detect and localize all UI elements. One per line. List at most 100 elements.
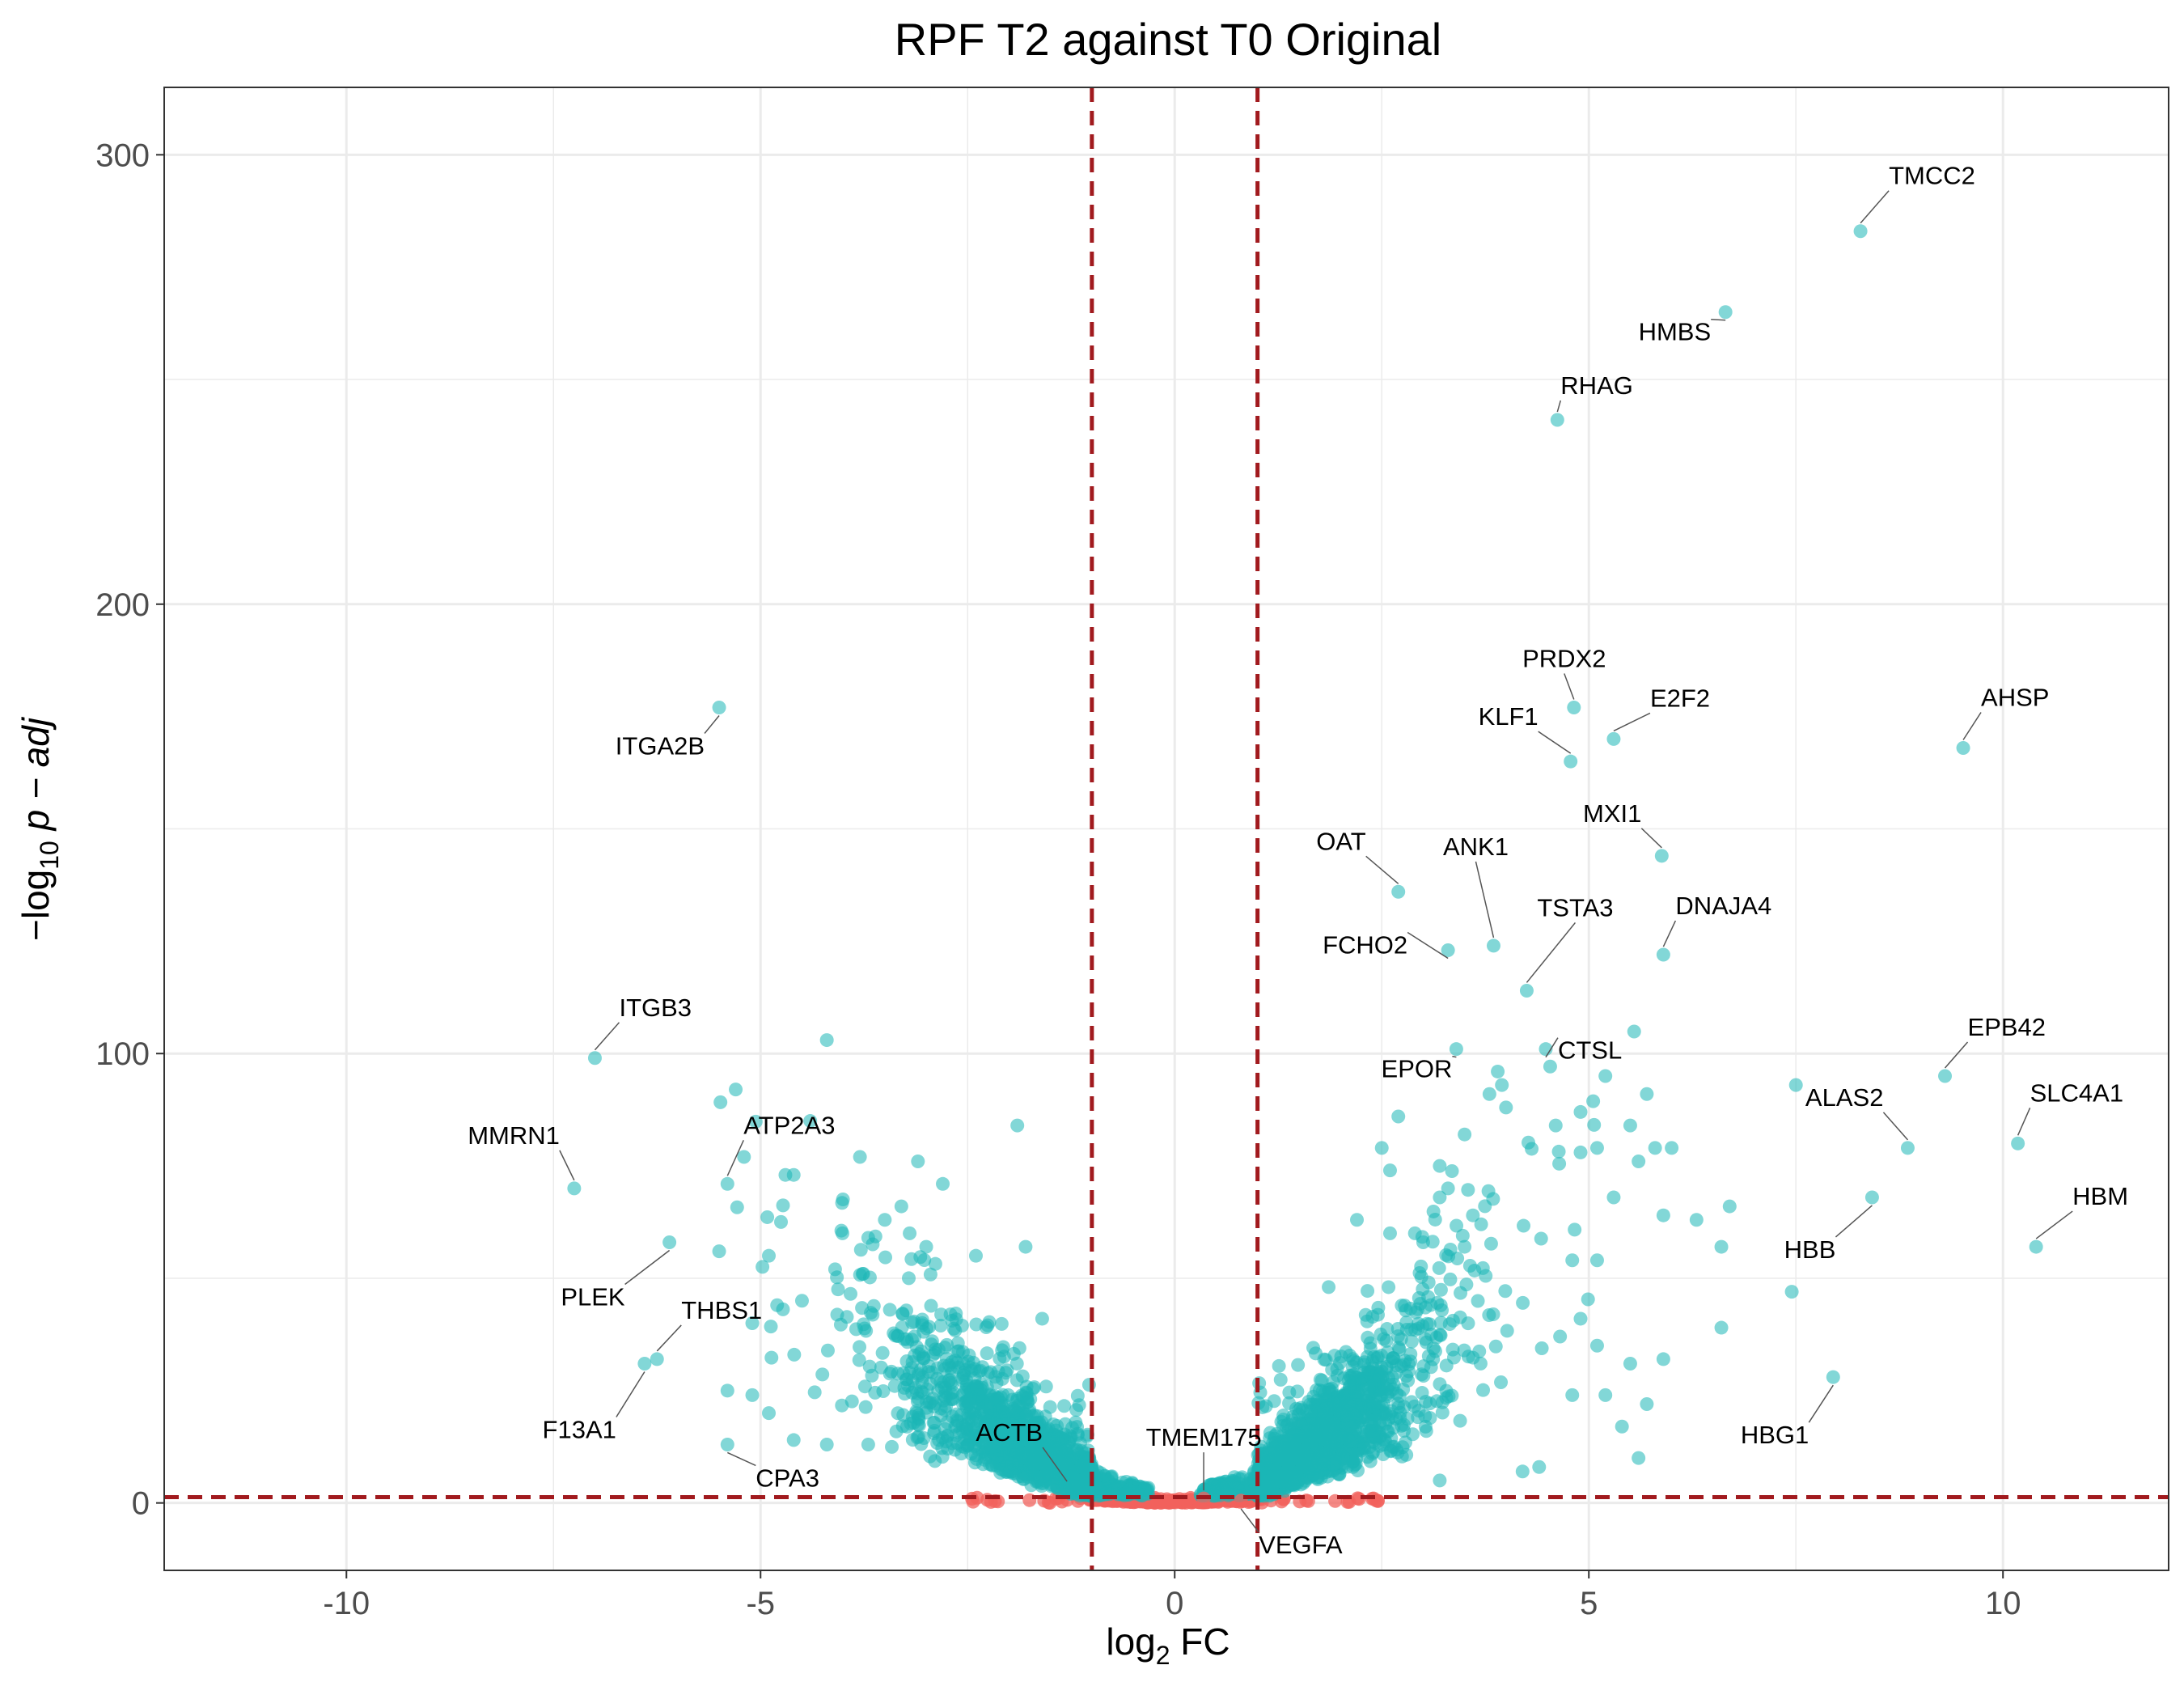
point-significant — [1623, 1118, 1637, 1133]
point-significant — [1534, 1231, 1548, 1246]
point-significant — [587, 1051, 602, 1066]
point-significant — [1402, 1357, 1416, 1371]
point-significant — [1081, 1378, 1096, 1392]
point-significant — [1956, 741, 1970, 756]
gene-label-hmbs: HMBS — [1639, 318, 1712, 346]
point-significant — [1012, 1341, 1026, 1355]
panel-border — [163, 87, 2169, 1571]
point-significant — [1473, 1356, 1488, 1371]
point-significant — [1435, 1405, 1450, 1420]
point-significant — [936, 1176, 950, 1191]
point-significant — [1938, 1069, 1953, 1083]
gene-label-prdx2: PRDX2 — [1522, 645, 1606, 673]
point-significant — [831, 1282, 845, 1297]
point-significant — [1534, 1341, 1549, 1355]
point-significant — [737, 1150, 751, 1164]
gene-label-alas2: ALAS2 — [1805, 1083, 1884, 1112]
point-significant — [858, 1400, 873, 1414]
point-significant — [1589, 1253, 1604, 1268]
point-significant — [1432, 1260, 1446, 1275]
point-significant — [1476, 1383, 1491, 1397]
point-significant — [995, 1371, 1009, 1386]
point-significant — [980, 1346, 994, 1361]
point-significant — [1568, 1222, 1582, 1237]
y-axis-title: −log10 p − adj — [15, 716, 64, 941]
gene-label-itgb3: ITGB3 — [619, 994, 692, 1022]
point-significant — [1656, 1208, 1670, 1222]
point-significant — [1450, 1218, 1464, 1233]
point-significant — [1441, 1389, 1456, 1404]
point-significant — [857, 1321, 872, 1336]
point-significant — [815, 1367, 830, 1382]
leader-line — [2017, 1108, 2031, 1136]
leader-line — [1240, 1508, 1259, 1533]
leader-line — [656, 1324, 682, 1352]
point-nonsignificant — [1301, 1494, 1315, 1508]
point-nonsignificant — [1162, 1495, 1176, 1510]
point-significant — [1019, 1390, 1034, 1405]
point-significant — [884, 1364, 899, 1379]
leader-line — [616, 1371, 645, 1417]
point-significant — [1484, 1236, 1498, 1251]
point-significant — [1350, 1384, 1365, 1399]
point-significant — [1253, 1385, 1268, 1400]
point-significant — [1338, 1421, 1352, 1435]
point-significant — [1714, 1320, 1729, 1335]
point-significant — [1433, 1282, 1448, 1297]
point-significant — [1445, 1313, 1460, 1328]
point-significant — [1788, 1078, 1803, 1092]
point-significant — [1615, 1419, 1629, 1434]
point-significant — [1058, 1417, 1073, 1431]
point-significant — [1654, 849, 1669, 863]
point-significant — [1581, 1292, 1595, 1307]
point-significant — [1267, 1394, 1281, 1409]
point-significant — [776, 1198, 790, 1213]
gene-label-e2f2: E2F2 — [1650, 684, 1710, 712]
point-significant — [720, 1383, 734, 1398]
point-significant — [1348, 1409, 1363, 1424]
point-significant — [1426, 1204, 1441, 1218]
point-significant — [1374, 1388, 1389, 1403]
grid-lines — [164, 87, 2169, 1570]
point-significant — [915, 1316, 929, 1330]
point-significant — [1376, 1447, 1390, 1461]
point-significant — [1598, 1388, 1613, 1402]
point-significant — [834, 1223, 849, 1238]
gene-label-vegfa: VEGFA — [1259, 1531, 1343, 1559]
point-significant — [1399, 1369, 1414, 1383]
chart-title: RPF T2 against T0 Original — [895, 14, 1441, 65]
point-significant — [1318, 1385, 1332, 1400]
point-significant — [637, 1356, 652, 1371]
point-significant — [1381, 1413, 1395, 1427]
point-significant — [900, 1378, 915, 1392]
x-axis-title: log2 FC — [1106, 1621, 1230, 1670]
point-significant — [1361, 1284, 1375, 1299]
point-significant — [1323, 1443, 1337, 1457]
point-significant — [1627, 1024, 1641, 1039]
point-significant — [1458, 1239, 1472, 1254]
point-significant — [1030, 1420, 1044, 1434]
point-significant — [662, 1235, 677, 1250]
point-significant — [1573, 1145, 1588, 1159]
point-significant — [864, 1306, 878, 1320]
point-significant — [1424, 1298, 1438, 1312]
point-significant — [1045, 1471, 1060, 1485]
point-significant — [1656, 947, 1670, 962]
point-significant — [1379, 1333, 1394, 1348]
point-significant — [1423, 1396, 1437, 1411]
point-significant — [1335, 1448, 1350, 1463]
point-significant — [745, 1316, 760, 1330]
point-significant — [1043, 1400, 1057, 1414]
gene-label-rhag: RHAG — [1560, 371, 1633, 400]
gene-label-dnaja4: DNAJA4 — [1675, 892, 1771, 920]
leader-line — [1526, 922, 1577, 983]
point-significant — [1017, 1472, 1031, 1486]
point-significant — [748, 1114, 763, 1129]
gene-label-actb: ACTB — [976, 1418, 1043, 1447]
point-significant — [1441, 943, 1455, 957]
gene-label-mmrn1: MMRN1 — [468, 1121, 560, 1150]
x-tick-label: -5 — [746, 1586, 775, 1621]
point-significant — [1499, 1100, 1513, 1115]
gene-label-hbb: HBB — [1784, 1235, 1836, 1264]
point-significant — [1314, 1462, 1329, 1477]
